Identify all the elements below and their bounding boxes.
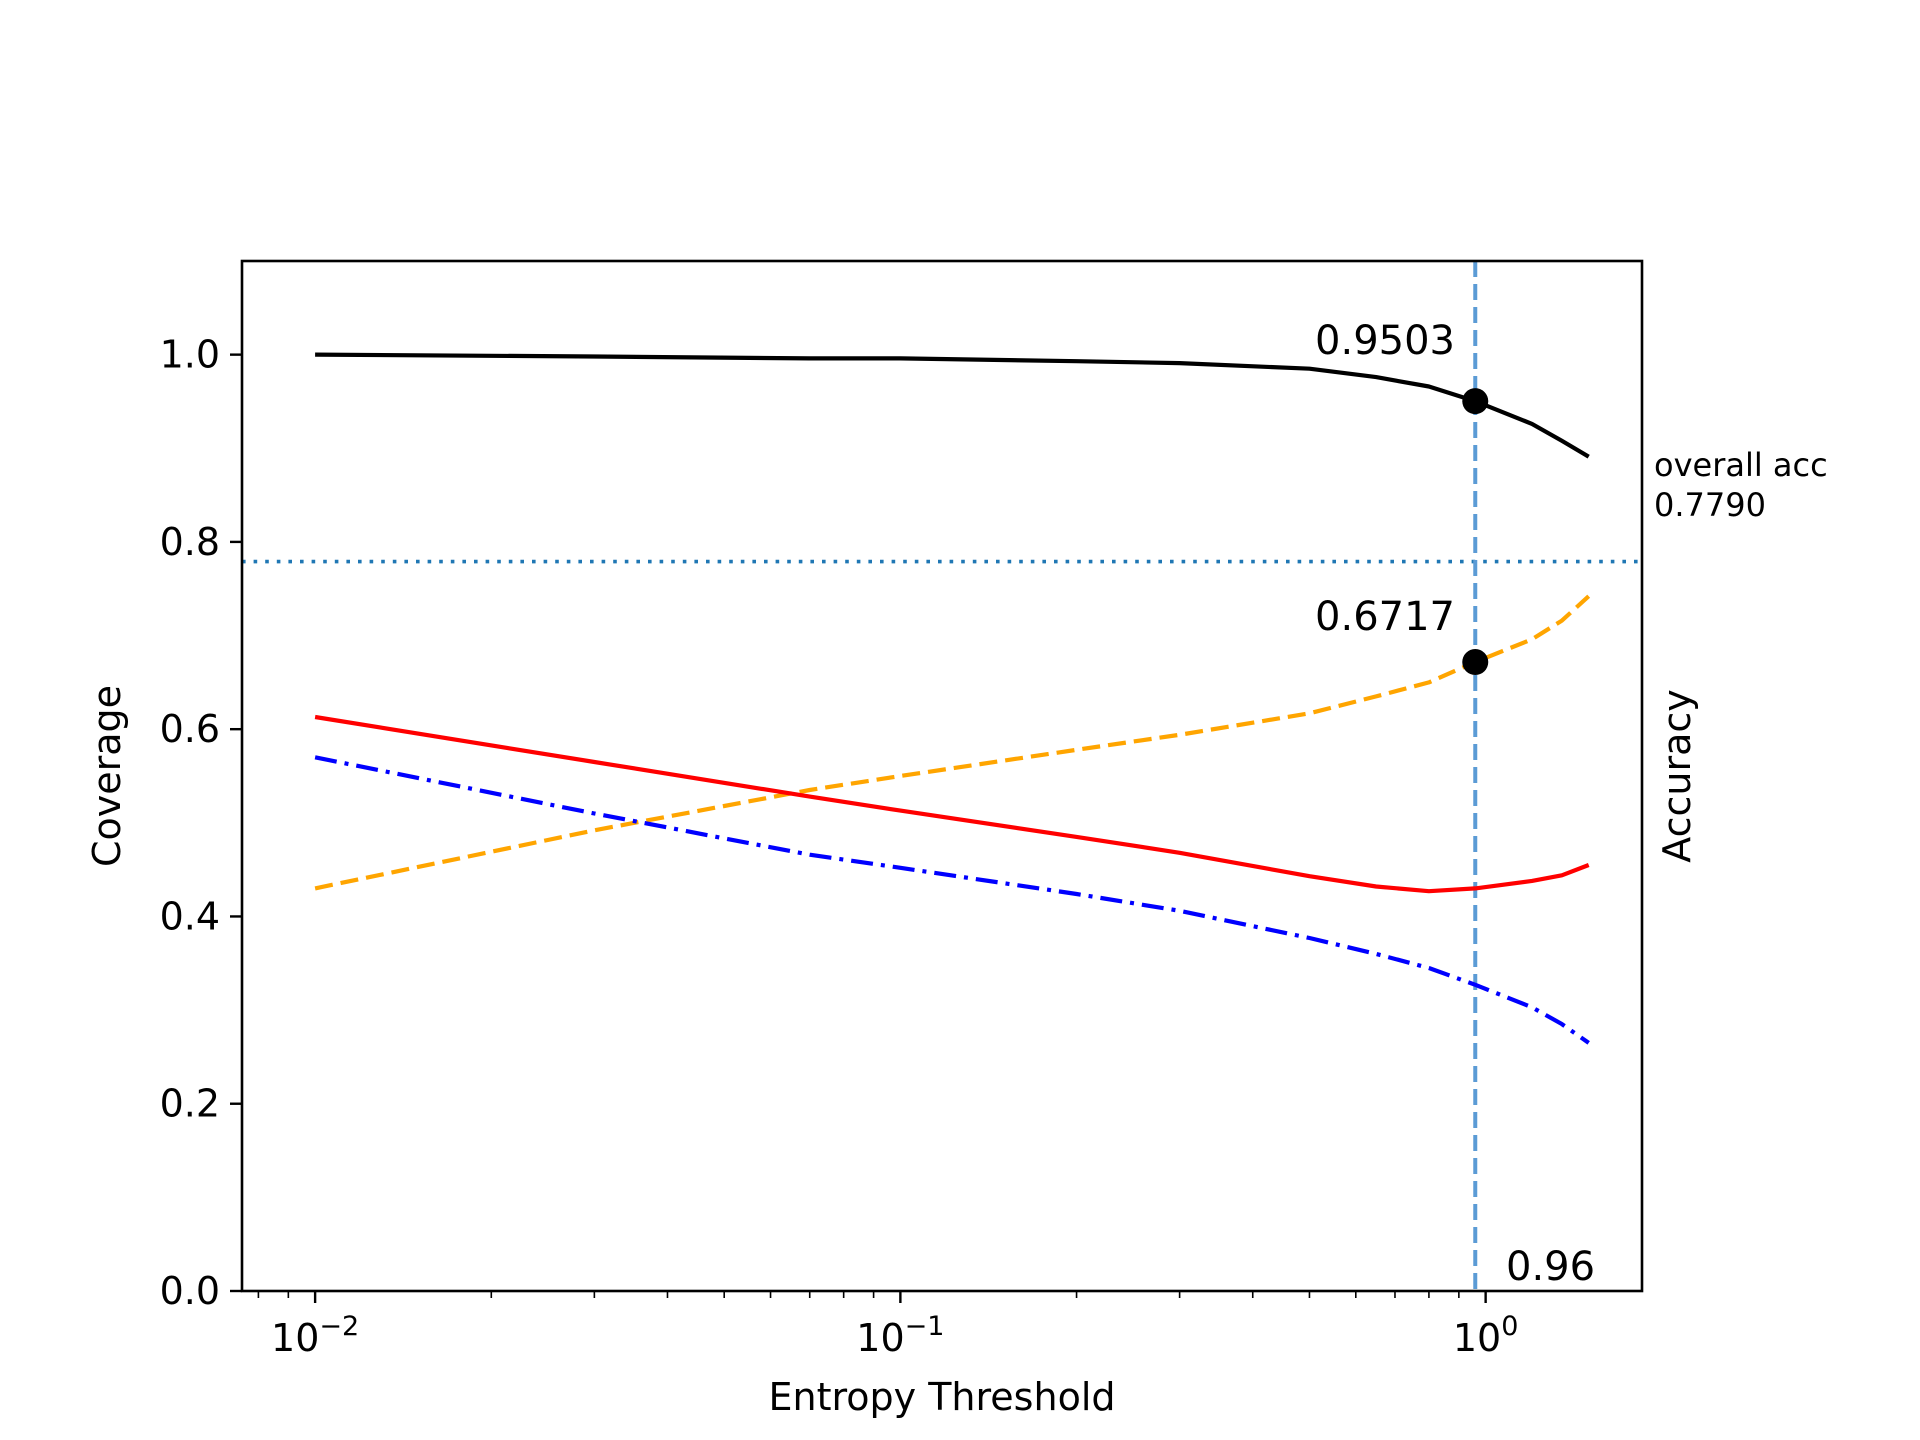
marker-point-0 <box>1462 388 1489 415</box>
y-axis-right-label: Accuracy <box>1655 689 1699 863</box>
series-accuracy-red <box>314 714 1590 894</box>
series-accuracy-orange <box>314 594 1591 891</box>
y-tick-label-1: 0.2 <box>160 1082 220 1126</box>
marker-label-coverage: 0.9503 <box>1315 318 1455 364</box>
series-accuracy-blue <box>314 755 1590 1045</box>
y-tick-label-2: 0.4 <box>160 894 220 938</box>
marker-layer <box>1462 388 1489 676</box>
y-tick-label-5: 1.0 <box>160 333 220 377</box>
hline-label-line2: 0.7790 <box>1654 486 1766 524</box>
reference-lines <box>242 261 1642 1291</box>
y-tick-label-0: 0.0 <box>160 1269 220 1313</box>
marker-label-accuracy: 0.6717 <box>1315 594 1455 640</box>
y-tick-label-4: 0.8 <box>160 520 220 564</box>
x-axis: 10−2 10−1 100 <box>257 1291 1519 1360</box>
series-coverage <box>315 352 1590 459</box>
x-tick-label-0: 10−2 <box>271 1311 359 1360</box>
x-tick-label-1: 10−1 <box>856 1311 944 1360</box>
vline-label: 0.96 <box>1506 1244 1595 1290</box>
hline-label-line1: overall acc <box>1654 446 1828 484</box>
marker-point-1 <box>1462 649 1489 676</box>
y-tick-label-3: 0.6 <box>160 707 220 751</box>
series-layer <box>314 352 1591 1045</box>
y-axis: 0.0 0.2 0.4 0.6 0.8 1.0 <box>160 333 242 1313</box>
plot-frame <box>240 259 1644 1293</box>
x-tick-label-2: 100 <box>1453 1311 1519 1360</box>
y-axis-left-label: Coverage <box>85 685 129 867</box>
x-axis-label: Entropy Threshold <box>769 1375 1116 1419</box>
plot-area <box>242 261 1642 1291</box>
